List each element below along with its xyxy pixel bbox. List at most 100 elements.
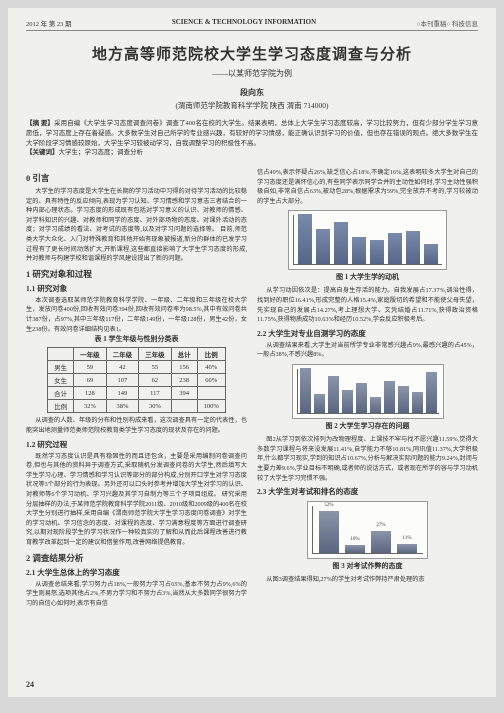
table-cell: 69 [74,374,107,387]
chart-bar [300,368,311,413]
keywords-label: 【关键词】 [26,149,59,156]
table-cell: 男生 [48,361,74,374]
col2-p2: 从学习动因依次是：提高自身生存活的能力。自我发展占17.37%,调治性得，找到好… [257,286,478,324]
table-header: 比例 [197,348,225,361]
chart-bar [406,231,420,264]
chart-bar [356,383,367,413]
chart-bar [412,392,423,413]
chart-bar [388,233,402,264]
table-cell: 38% [106,400,139,413]
col2-top-text: 信占49%,表示怀疑占26%,缺乏信心占18%,不确定16%,这表明较多大学生对… [257,168,478,206]
table-header: 总计 [171,348,197,361]
chart2 [292,364,444,419]
sec1-2-body-b: 既然学习态度认识是具有稳固性的而且还包含，主要是采用编制问卷调查问卷,但也与其他… [26,452,247,548]
abstract-label: 【摘 要】 [26,120,54,127]
sec2-heading: 2 调查结果分析 [26,552,247,564]
table-cell: 62 [139,374,172,387]
table-cell: 117 [139,387,172,400]
chart-bar [370,240,384,264]
table-cell: 107 [106,374,139,387]
sec2-2-body: 从调查结果来看,大学生对当前所学专业非常感兴趣占9%,最感兴趣的占45%，一般占… [257,341,478,360]
sec2-2-heading: 2.2 大学生对专业自测学习的态度 [257,328,478,339]
table-cell: 55 [139,361,172,374]
sec2-3-heading: 2.3 大学生对考试和排名的态度 [257,486,478,497]
chart-bar [314,394,325,413]
sec2-1-heading: 2.1 大学生总体上的学习态度 [26,567,247,578]
table-cell: 女生 [48,374,74,387]
chart1 [288,210,447,270]
table-cell: 128 [74,387,107,400]
sec1-2-body-a: 从调查的人数、年级的分布和性别构成来看，这次调查具有一定的代表性，也能突出地测量… [26,416,247,435]
right-column: 信占49%,表示怀疑占26%,缺乏信心占18%,不确定16%,这表明较多大学生对… [257,168,478,608]
chart-bar [298,214,312,264]
table-cell: 32% [74,400,107,413]
table-header: 一年级 [74,348,107,361]
table-cell: 394 [171,387,197,400]
bar-label: 11% [397,536,417,541]
abstract-text: 采用自编《大学生学习态度调查问卷》调查了400名在校的大学生。结果表明，总体上大… [26,120,478,147]
table-cell: 149 [106,387,139,400]
chart-bar [328,376,339,414]
sec1-1-body: 本次调查选取某师范学院教育科学学院、一年级、二年级和三年级在校大学生，发放问卷4… [26,296,247,334]
chart-bar: 11% [397,544,417,553]
abstract-block: 【摘 要】采用自编《大学生学习态度调查问卷》调查了400名在校的大学生。结果表明… [26,119,478,158]
chart3: 52% 10% 27% 11% [307,501,428,559]
author-affiliation: (渭南师范学院教育科学学院 陕西 渭南 714000) [26,100,478,111]
table-cell: 比例 [48,400,74,413]
table-cell [197,387,225,400]
table-cell [171,400,197,413]
table-cell: 30% [139,400,172,413]
table1-caption: 表 1 学生年级与性别分类表 [26,334,247,344]
chart-bar [334,222,348,264]
two-column-layout: 0 引言 大学生的学习态度是大学生在长期的学习活动中习得的对待学习活动的比较稳定… [26,168,478,608]
sec1-heading: 1 研究对象和过程 [26,268,247,280]
sec0-body: 大学生的学习态度是大学生在长期的学习活动中习得的对待学习活动的比较稳定的、具有特… [26,187,247,264]
col2-p3: 图2从学习到依次排列为改物理程度、上课技不牢与找不愿兴趣11.59%,觉得大多数… [257,435,478,483]
table-cell: 100% [197,400,225,413]
chart-bar: 27% [371,531,391,553]
bar-label: 27% [371,523,391,528]
table-cell: 59 [74,361,107,374]
table-row: 比例32%38%30% 100% [48,400,226,413]
sec1-1-heading: 1.1 研究对象 [26,283,247,294]
table-cell: 156 [171,361,197,374]
bar-label: 10% [345,537,365,542]
bar-label: 52% [319,503,339,508]
figure1: 图 1 大学生学的动机 [257,210,478,282]
chart-bar [384,381,395,413]
col2-last: 从图3调查结果得知,27%的学生对考试作弊持严肃处理的态 [257,575,478,585]
table1: 一年级二年级三年级总计比例 男生59425515640%女生6910762238… [47,347,226,413]
chart-bar [352,237,366,265]
page-header: 2012 年 第 23 期 SCIENCE & TECHNOLOGY INFOR… [26,18,478,31]
table-header [48,348,74,361]
left-column: 0 引言 大学生的学习态度是大学生在长期的学习活动中习得的对待学习活动的比较稳定… [26,168,247,608]
header-left: 2012 年 第 23 期 [26,18,72,28]
table-header: 二年级 [106,348,139,361]
figure2: 图 2 大学生学习存在的问题 [257,364,478,431]
chart-bar [426,372,437,413]
author-name: 段向东 [26,87,478,98]
table-row: 男生59425515640% [48,361,226,374]
sec1-2-heading: 1.2 研究过程 [26,439,247,450]
chart-bar [342,390,353,414]
chart-bar [316,229,330,265]
table-cell: 40% [197,361,225,374]
table-row: 合计128149117394 [48,387,226,400]
page-container: 2012 年 第 23 期 SCIENCE & TECHNOLOGY INFOR… [8,8,496,697]
table-row: 女生691076223860% [48,374,226,387]
fig2-caption: 图 2 大学生学习存在的问题 [257,421,478,431]
page-number: 24 [26,680,34,689]
chart-bar [398,386,409,413]
table-cell: 42 [106,361,139,374]
sec0-heading: 0 引言 [26,172,247,184]
chart-bar: 10% [345,545,365,553]
header-center: SCIENCE & TECHNOLOGY INFORMATION [172,18,316,28]
table-header: 三年级 [139,348,172,361]
header-right: ○本刊重稿○ 科技信息 [417,18,478,28]
table-cell: 合计 [48,387,74,400]
chart-bar [424,244,438,264]
fig1-caption: 图 1 大学生学的动机 [257,272,478,282]
fig3-caption: 图 3 对考试作弊的态度 [257,561,478,571]
sec2-1-body: 从调查总结来看,学习努力占18%,一般努力学习占65%,基本不努力占9%,6%的… [26,580,247,609]
figure3: 52% 10% 27% 11% 图 3 对考试作弊的态度 [257,501,478,571]
